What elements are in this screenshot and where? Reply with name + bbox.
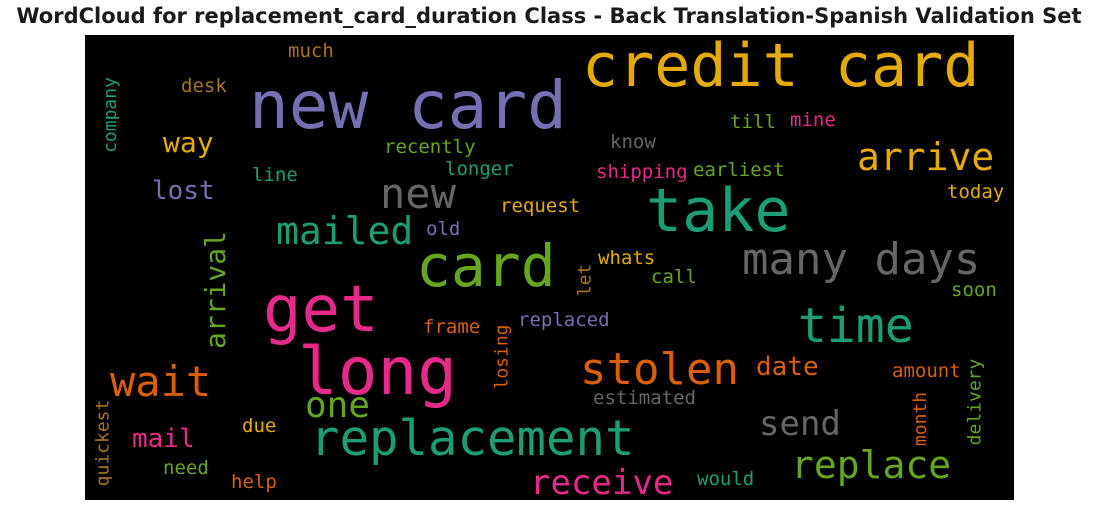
word-call: call [651,266,697,288]
word-today: today [947,181,1005,203]
word-replace: replace [791,443,952,487]
word-estimated: estimated [593,387,696,409]
word-losing: losing [491,324,513,390]
word-till: till [730,111,776,133]
word-shipping: shipping [596,161,688,183]
word-replacement: replacement [310,410,635,467]
word-receive: receive [530,463,674,500]
word-long: long [298,333,457,410]
word-arrive: arrive [857,135,995,179]
word-lost: lost [152,176,215,206]
word-get: get [263,273,379,347]
word-whats: whats [598,247,656,269]
word-cloud: credit card new card take card get long … [85,35,1014,500]
word-quickest: quickest [92,399,114,487]
word-replaced: replaced [518,309,610,331]
chart-title: WordCloud for replacement_card_duration … [16,4,1082,28]
word-request: request [500,195,581,217]
word-new: new [380,169,456,218]
word-card: card [416,232,556,300]
word-amount: amount [892,360,961,382]
word-earliest: earliest [693,159,785,181]
word-would: would [697,468,755,490]
word-take: take [646,176,791,246]
word-many-days: many days [742,234,981,285]
word-frame: frame [423,316,481,338]
word-know: know [610,131,656,153]
word-mine: mine [790,109,836,131]
word-company: company [99,77,121,153]
word-time: time [798,298,914,354]
word-mailed: mailed [276,209,414,253]
word-send: send [759,404,841,444]
word-stolen: stolen [580,344,739,395]
word-due: due [242,415,277,437]
word-way: way [163,126,214,159]
word-arrival: arrival [199,230,233,350]
word-recently: recently [384,136,476,158]
word-delivery: delivery [964,358,986,446]
word-date: date [756,352,819,382]
word-need: need [163,457,209,479]
word-mail: mail [132,424,195,454]
word-wait: wait [110,357,212,406]
word-desk: desk [181,75,227,97]
word-credit-card: credit card [582,35,980,101]
word-new-card: new card [249,67,567,144]
word-help: help [231,471,277,493]
word-much: much [288,40,334,62]
word-one: one [305,385,371,426]
word-longer: longer [445,158,514,180]
word-line: line [252,164,298,186]
word-old: old [426,218,461,240]
word-soon: soon [951,279,997,301]
word-let: let [574,263,596,297]
word-month: month [910,391,932,447]
